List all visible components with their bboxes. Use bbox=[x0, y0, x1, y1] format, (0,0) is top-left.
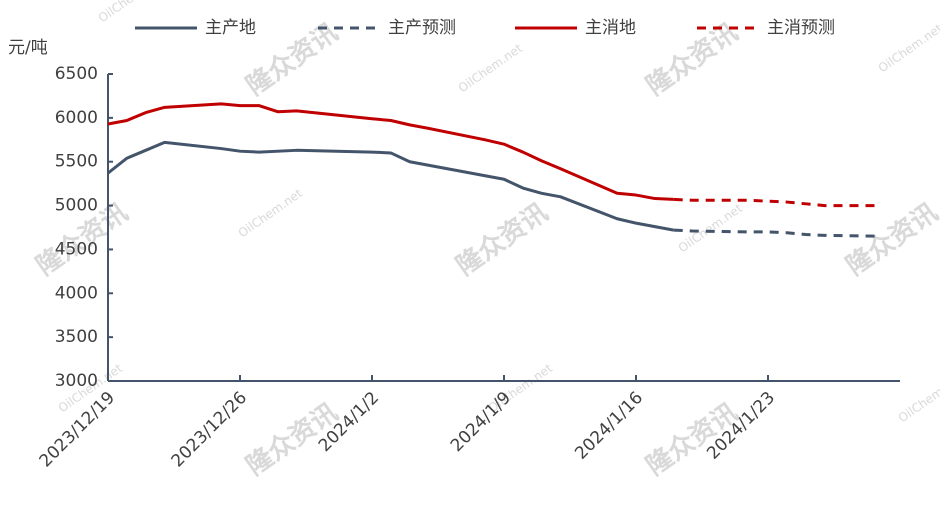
watermark: OilChem.net bbox=[96, 0, 165, 25]
series-line bbox=[673, 197, 882, 208]
watermark: 隆众资讯 bbox=[241, 18, 343, 102]
watermark: OilChem.net bbox=[896, 371, 940, 425]
y-tick-label: 5500 bbox=[55, 152, 98, 172]
watermark: OilChem.net bbox=[676, 201, 745, 255]
legend-label: 主产地 bbox=[205, 18, 256, 38]
x-tick-label: 2024/1/16 bbox=[571, 388, 647, 464]
legend-label: 主产预测 bbox=[388, 18, 456, 38]
y-tick-label: 4500 bbox=[55, 239, 98, 259]
series-line bbox=[107, 140, 674, 232]
y-unit: 元/吨 bbox=[8, 38, 48, 58]
watermark: 隆众资讯 bbox=[451, 198, 553, 282]
watermark: OilChem.net bbox=[456, 41, 525, 95]
watermark: OilChem.net bbox=[876, 21, 940, 75]
series-line bbox=[673, 228, 882, 238]
y-tick-label: 4000 bbox=[55, 283, 98, 303]
x-tick-label: 2024/1/9 bbox=[447, 388, 515, 456]
x-tick-label: 2023/12/26 bbox=[168, 388, 251, 471]
y-tick-label: 3000 bbox=[55, 371, 98, 391]
watermark: OilChem.net bbox=[236, 186, 305, 240]
y-tick-label: 6500 bbox=[55, 64, 98, 84]
y-tick-label: 6000 bbox=[55, 108, 98, 128]
legend-label: 主消地 bbox=[585, 18, 636, 38]
series-line bbox=[107, 102, 674, 201]
watermark: 隆众资讯 bbox=[641, 18, 743, 102]
legend-label: 主消预测 bbox=[767, 18, 835, 38]
y-tick-label: 5000 bbox=[55, 196, 98, 216]
watermark: 隆众资讯 bbox=[841, 198, 940, 282]
y-tick-label: 3500 bbox=[55, 327, 98, 347]
